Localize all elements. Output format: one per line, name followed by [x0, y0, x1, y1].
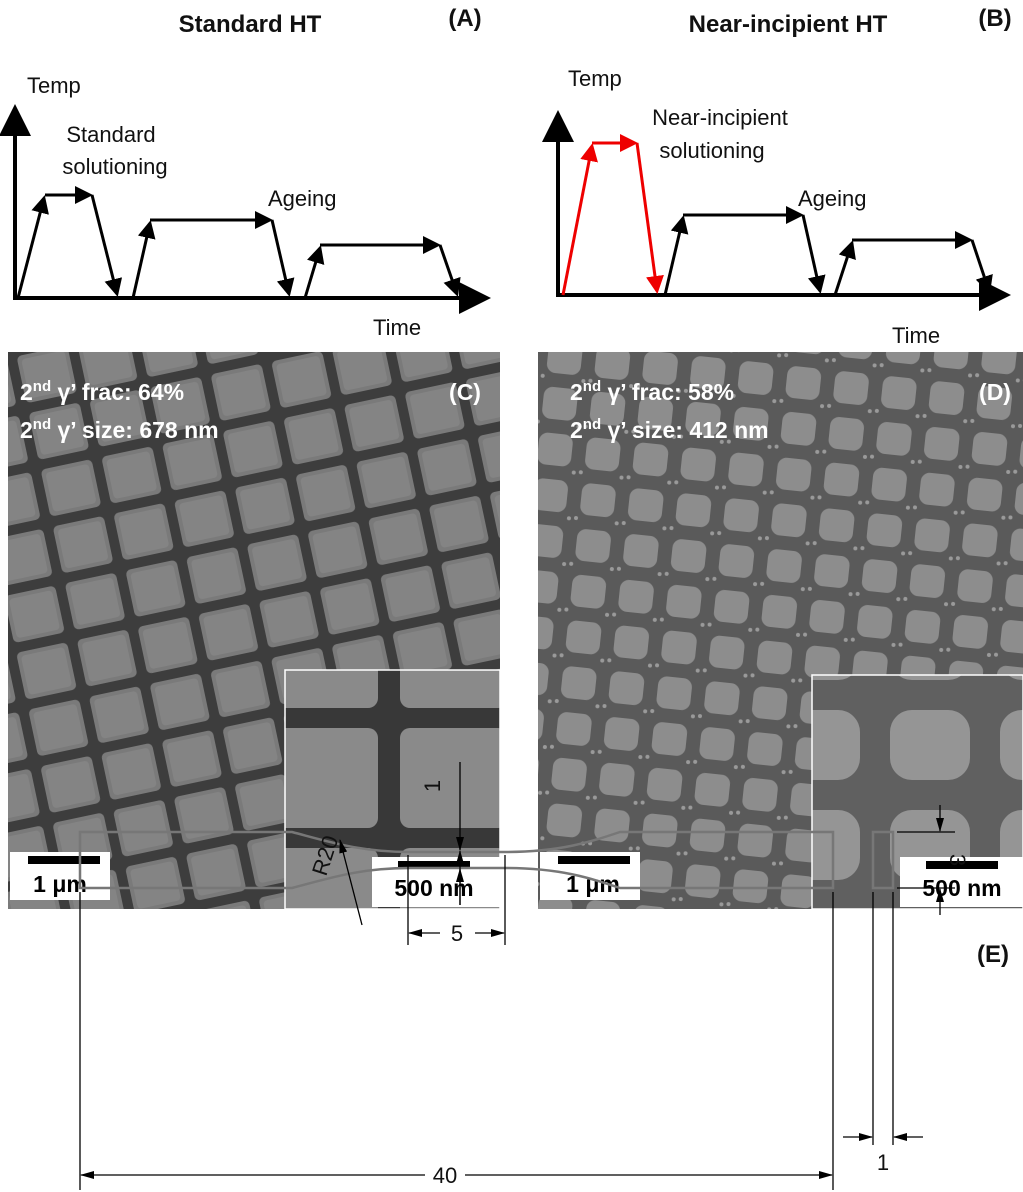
panel-label: (E) [977, 941, 1009, 968]
axis-label: Temp [27, 73, 81, 98]
text-part: 2 [570, 417, 583, 443]
scale-label: 500 nm [394, 875, 473, 901]
dimension-label: 40 [433, 1163, 457, 1188]
text-part: γ’ frac: 64% [51, 379, 184, 405]
annotation: Ageing [798, 186, 867, 211]
scale-bar [28, 856, 100, 864]
axis-label: Time [373, 315, 421, 340]
dimension-label: 5 [451, 921, 463, 946]
panel-label: (C) [449, 379, 481, 405]
panel-title: Near-incipient HT [689, 11, 888, 38]
dimension-label: 1 [420, 780, 445, 792]
panel-label: (A) [448, 5, 481, 32]
scale-bar [558, 856, 630, 864]
text-part: 2 [20, 379, 33, 405]
annotation: Ageing [268, 186, 337, 211]
profile [18, 195, 457, 298]
axis-label: Temp [568, 66, 622, 91]
axis-label: Time [892, 323, 940, 348]
text-part: γ’ frac: 58% [601, 379, 734, 405]
superscript: nd [33, 416, 51, 433]
superscript: nd [583, 416, 601, 433]
annotation: Near-incipient [652, 105, 788, 130]
annotation: solutioning [62, 154, 167, 179]
dimension-label: 3 [945, 854, 970, 866]
text-part: 2 [570, 379, 583, 405]
dimension-label: 1 [877, 1150, 889, 1175]
annotation: solutioning [659, 138, 764, 163]
text-part: γ’ size: 412 nm [601, 417, 768, 443]
text-part: γ’ size: 678 nm [51, 417, 218, 443]
panel-title: Standard HT [179, 11, 322, 38]
superscript: nd [583, 378, 601, 395]
panel-label: (B) [978, 5, 1011, 32]
superscript: nd [33, 378, 51, 395]
panel-label: (D) [979, 379, 1011, 405]
text-part: 2 [20, 417, 33, 443]
profile [563, 143, 989, 295]
annotation: Standard [66, 122, 155, 147]
figure: Standard HT (A) Temp Time Standard solut… [0, 0, 1023, 1192]
